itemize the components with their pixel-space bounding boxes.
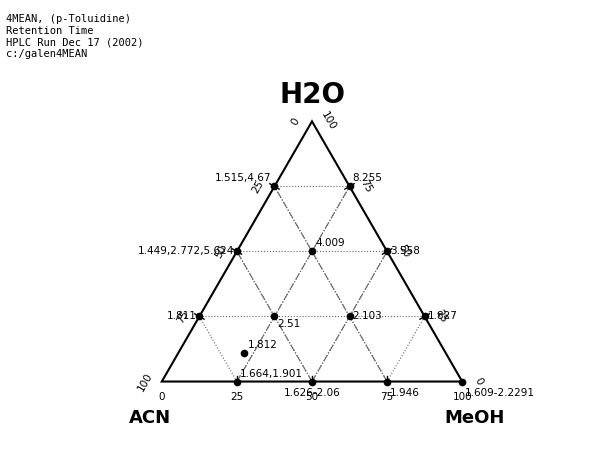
Text: 2.103: 2.103 (353, 311, 382, 321)
Text: 75: 75 (358, 178, 374, 195)
Text: 8.255: 8.255 (353, 173, 382, 183)
Text: 50: 50 (305, 392, 319, 402)
Text: 25: 25 (250, 178, 266, 195)
Text: 100: 100 (319, 110, 338, 132)
Text: 100: 100 (452, 392, 472, 402)
Text: 75: 75 (175, 308, 190, 325)
Text: 4MEAN, (p-Toluidine)
Retention Time
HPLC Run Dec 17 (2002)
c:/galen4MEAN: 4MEAN, (p-Toluidine) Retention Time HPLC… (6, 14, 143, 59)
Text: 4.009: 4.009 (315, 238, 344, 248)
Text: ACN: ACN (129, 409, 171, 427)
Text: 1.664,1.901: 1.664,1.901 (240, 368, 303, 379)
Text: 75: 75 (380, 392, 394, 402)
Text: 1.609-2.2291: 1.609-2.2291 (465, 388, 535, 398)
Text: 1.812: 1.812 (247, 340, 277, 350)
Text: 1.827: 1.827 (428, 311, 458, 321)
Text: 2.51: 2.51 (277, 319, 301, 329)
Text: 1.626-2.06: 1.626-2.06 (284, 388, 340, 398)
Text: 0: 0 (158, 392, 165, 402)
Text: 25: 25 (230, 392, 244, 402)
Text: 100: 100 (136, 371, 155, 392)
Text: 1.946: 1.946 (390, 388, 420, 398)
Text: 1.449,2.772,5.624: 1.449,2.772,5.624 (137, 246, 234, 256)
Text: 3.558: 3.558 (390, 246, 420, 256)
Text: 0: 0 (473, 376, 485, 387)
Text: H2O: H2O (279, 82, 345, 109)
Text: 50: 50 (396, 243, 411, 260)
Text: 1.811: 1.811 (166, 311, 196, 321)
Text: 50: 50 (213, 243, 228, 260)
Text: 1.515,4.67: 1.515,4.67 (215, 173, 271, 183)
Text: 25: 25 (434, 308, 449, 325)
Text: MeOH: MeOH (444, 409, 505, 427)
Text: 0: 0 (290, 116, 301, 127)
